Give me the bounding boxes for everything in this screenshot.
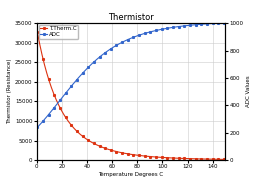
Line: ADC: ADC <box>36 22 226 128</box>
ADC <box>97 57 100 59</box>
ADC <box>110 47 113 49</box>
X-axis label: Temperature Degrees C: Temperature Degrees C <box>99 172 163 177</box>
Line: T.Therm.C: T.Therm.C <box>36 31 226 160</box>
T.Therm.C <box>110 149 113 152</box>
ADC <box>154 29 157 32</box>
T.Therm.C <box>172 157 176 159</box>
Y-axis label: Thermistor (Resistance): Thermistor (Resistance) <box>7 59 12 124</box>
ADC <box>36 126 39 129</box>
ADC <box>171 26 174 29</box>
Y-axis label: ADC Values: ADC Values <box>246 76 251 108</box>
Title: Thermistor: Thermistor <box>108 13 154 22</box>
ADC <box>224 22 227 24</box>
T.Therm.C <box>154 156 157 158</box>
T.Therm.C <box>97 145 100 147</box>
T.Therm.C <box>224 158 227 161</box>
T.Therm.C <box>58 106 62 109</box>
T.Therm.C <box>171 157 174 159</box>
T.Therm.C <box>36 31 39 33</box>
ADC <box>172 26 176 28</box>
Legend: T.Therm.C, ADC: T.Therm.C, ADC <box>39 25 78 39</box>
ADC <box>58 99 62 102</box>
